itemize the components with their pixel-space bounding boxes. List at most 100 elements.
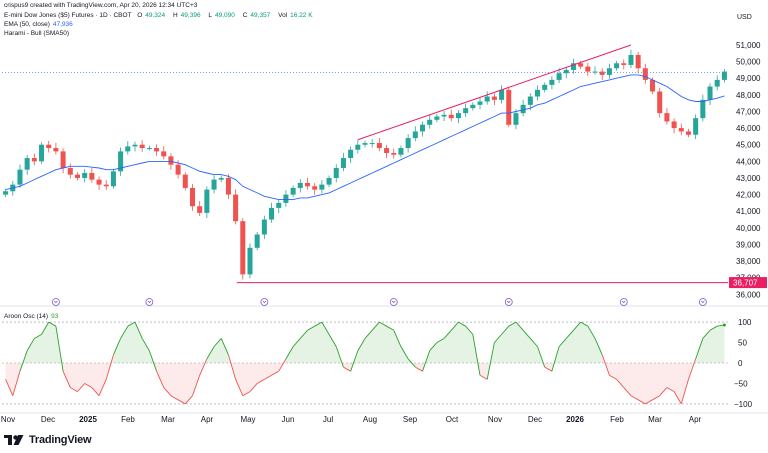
price-tick: 49,000 — [736, 74, 761, 83]
candle-body — [678, 128, 684, 132]
osc-line-segment — [695, 338, 704, 360]
osc-tick: 50 — [738, 339, 747, 348]
candle-body — [211, 179, 217, 190]
candle-body — [3, 191, 9, 195]
brand-name: TradingView — [29, 434, 92, 446]
candle-body — [592, 71, 598, 73]
osc-line-segment — [206, 346, 215, 360]
osc-line-segment — [609, 374, 617, 380]
candle-body — [225, 177, 231, 195]
osc-line-segment — [285, 346, 294, 360]
osc-fill — [365, 330, 373, 363]
osc-fill — [501, 326, 509, 363]
osc-line-segment — [680, 379, 689, 405]
osc-last-point — [722, 323, 726, 327]
time-tick: Mar — [648, 415, 662, 424]
osc-line-segment — [127, 321, 136, 327]
candle-body — [218, 177, 224, 180]
price-tick: 50,000 — [736, 58, 761, 67]
osc-line-segment — [415, 366, 423, 372]
candle-body — [721, 71, 727, 80]
osc-line-segment — [616, 379, 625, 388]
candle-body — [542, 84, 548, 90]
osc-line-segment — [264, 374, 272, 380]
candle-body — [520, 104, 526, 114]
osc-line-segment — [702, 329, 711, 339]
candle-body — [312, 186, 318, 190]
price-tick: 42,000 — [736, 191, 761, 200]
harami-legend[interactable]: Harami - Bull (SMA50) — [4, 30, 69, 39]
candle-body — [89, 172, 95, 180]
candle-body — [154, 148, 160, 152]
osc-fill — [645, 363, 653, 404]
osc-fill — [465, 326, 473, 363]
osc-line-segment — [652, 395, 660, 401]
candle-body — [333, 168, 339, 178]
osc-fill — [300, 330, 308, 363]
price-tick: 38,000 — [736, 257, 761, 266]
aroon-legend[interactable]: Aroon Osc (14) 93 — [4, 313, 58, 322]
osc-fill — [321, 322, 330, 363]
candle-body — [110, 171, 116, 187]
osc-line-segment — [565, 329, 574, 339]
osc-fill — [113, 338, 121, 363]
osc-line-segment — [522, 329, 531, 339]
osc-fill — [623, 363, 631, 396]
osc-line-segment — [558, 338, 567, 347]
osc-fill — [710, 326, 718, 363]
osc-line-segment — [113, 338, 122, 355]
candle-body — [326, 177, 332, 185]
osc-line-segment — [587, 325, 596, 339]
osc-fill — [458, 322, 466, 363]
ohlc-high: H 49,396 — [172, 12, 201, 19]
candle-body — [563, 69, 569, 74]
candle-body — [693, 118, 699, 135]
osc-line-segment — [242, 391, 251, 397]
candle-body — [39, 144, 45, 162]
candle-body — [448, 114, 454, 119]
osc-fill — [27, 338, 35, 363]
time-tick: 2025 — [79, 415, 97, 424]
candle-body — [254, 234, 260, 248]
time-tick: Jun — [282, 415, 295, 424]
osc-fill — [170, 363, 179, 400]
osc-line-segment — [199, 358, 208, 376]
time-tick: Apr — [201, 415, 214, 424]
harami-marker-chevron — [262, 300, 267, 304]
candle-body — [297, 182, 303, 188]
candle-body — [53, 148, 59, 152]
harami-marker-chevron — [391, 300, 396, 304]
candle-body — [642, 68, 648, 80]
ema-legend[interactable]: EMA (50, close) 47,936 — [4, 21, 73, 30]
osc-line-segment — [486, 342, 495, 380]
osc-fill — [717, 324, 725, 363]
osc-fill — [587, 326, 596, 363]
osc-fill — [5, 363, 13, 396]
osc-line-segment — [98, 379, 107, 396]
price-tick: 48,000 — [736, 91, 761, 100]
osc-line-segment — [386, 325, 394, 331]
time-tick: Sep — [403, 415, 418, 424]
osc-line-segment — [594, 338, 603, 355]
osc-fill — [415, 363, 423, 372]
osc-tick: −50 — [734, 379, 748, 388]
osc-line-segment — [235, 379, 244, 396]
osc-fill — [515, 322, 524, 363]
candle-body — [67, 168, 73, 175]
candle-body — [82, 172, 88, 178]
time-tick: May — [240, 415, 255, 424]
candle-body — [398, 148, 404, 155]
harami-marker-chevron — [147, 300, 152, 304]
candle-body — [290, 187, 296, 195]
candle-body — [197, 206, 203, 213]
candle-body — [204, 189, 210, 213]
candle-body — [355, 144, 361, 150]
price-tick: 41,000 — [736, 207, 761, 216]
osc-line-segment — [371, 321, 380, 331]
osc-fill — [372, 322, 380, 363]
osc-line-segment — [213, 338, 222, 347]
osc-fill — [257, 363, 265, 384]
osc-fill — [77, 363, 85, 392]
osc-fill — [178, 363, 186, 404]
